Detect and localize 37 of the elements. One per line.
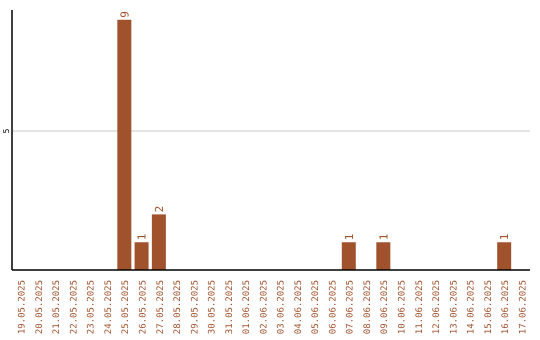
x-tick-label: 15.06.2025	[484, 280, 494, 334]
data-label: 1	[498, 234, 512, 240]
x-tick-label: 02.06.2025	[259, 280, 270, 334]
x-tick-label: 22.05.2025	[69, 280, 80, 334]
x-tick-label: 25.05.2025	[121, 280, 132, 334]
data-label: 1	[342, 234, 356, 240]
x-tick-label: 17.06.2025	[518, 280, 528, 334]
x-tick-label: 12.06.2025	[432, 280, 442, 334]
y-tick-label: 5	[2, 128, 11, 134]
x-tick-label: 14.06.2025	[466, 280, 477, 334]
data-label: 9	[118, 11, 132, 18]
data-label: 1	[136, 234, 149, 240]
x-tick-label: 30.05.2025	[208, 280, 218, 334]
x-tick-label: 31.05.2025	[224, 280, 235, 334]
x-tick-label: 29.05.2025	[190, 280, 200, 334]
x-tick-label: 09.06.2025	[380, 280, 390, 334]
x-tick-label: 03.06.2025	[276, 280, 287, 334]
x-tick-label: 05.06.2025	[311, 280, 322, 334]
x-tick-label: 06.06.2025	[328, 280, 338, 334]
x-tick-label: 01.06.2025	[242, 280, 252, 334]
x-tick-label: 23.05.2025	[86, 280, 97, 334]
x-tick-label: 11.06.2025	[414, 280, 425, 334]
x-tick-label: 27.05.2025	[156, 280, 166, 334]
data-label: 1	[377, 234, 390, 240]
x-tick-label: 08.06.2025	[362, 280, 373, 334]
data-label: 2	[152, 206, 166, 212]
x-tick-label: 13.06.2025	[449, 280, 460, 334]
x-tick-label: 07.06.2025	[346, 280, 356, 334]
x-tick-label: 10.06.2025	[398, 280, 408, 334]
x-tick-label: 20.05.2025	[34, 280, 45, 334]
x-tick-label: 24.05.2025	[104, 280, 114, 334]
x-tick-label: 21.05.2025	[52, 280, 62, 334]
x-tick-label: 16.06.2025	[501, 280, 512, 334]
x-tick-label: 28.05.2025	[173, 280, 184, 334]
x-tick-label: 04.06.2025	[294, 280, 304, 334]
x-tick-label: 19.05.2025	[18, 280, 28, 334]
x-tick-label: 26.05.2025	[138, 280, 148, 334]
